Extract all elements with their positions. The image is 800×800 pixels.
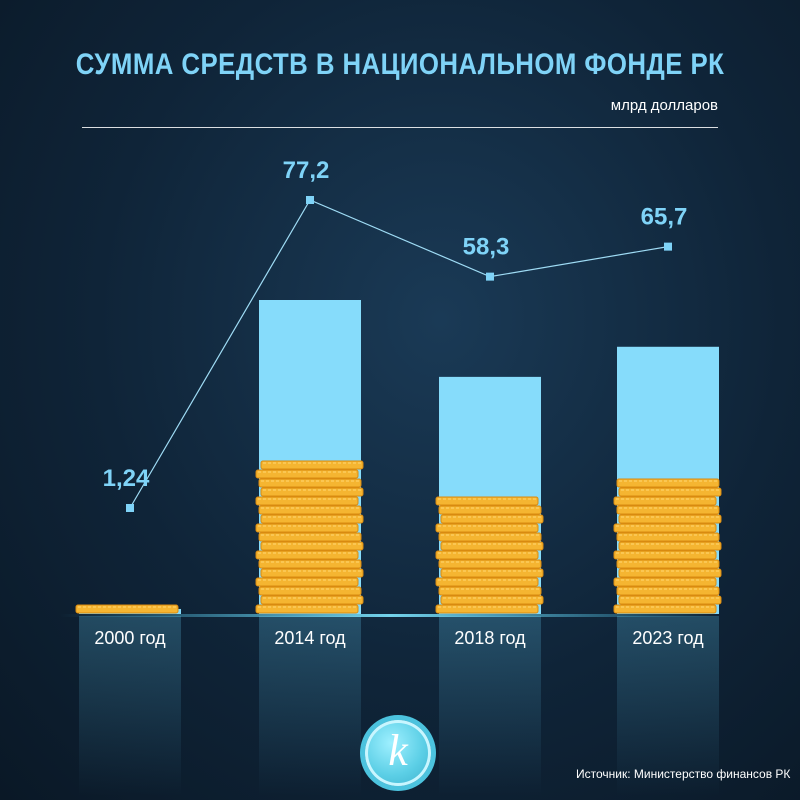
value-label: 58,3 [463, 234, 510, 261]
bar-reflection [79, 616, 181, 796]
coin [618, 541, 722, 551]
coin [613, 523, 717, 533]
coin [438, 586, 542, 596]
coin [258, 559, 362, 569]
coin [258, 586, 362, 596]
coin [255, 604, 359, 614]
coin [260, 595, 364, 605]
coin [255, 469, 359, 479]
coin [618, 487, 722, 497]
coin [616, 505, 720, 515]
coin [438, 505, 542, 515]
coin [613, 496, 717, 506]
unit-divider [82, 127, 718, 128]
value-line [126, 196, 672, 512]
coin-stacks [75, 460, 722, 614]
category-label: 2014 год [274, 628, 346, 648]
bar-reflections [79, 616, 719, 796]
category-label: 2018 год [454, 628, 526, 648]
source-note: Источник: Министерство финансов РК [576, 767, 791, 781]
coin [260, 568, 364, 578]
bar-reflection [259, 616, 361, 796]
coin [255, 577, 359, 587]
coin [435, 577, 539, 587]
unit-label: млрд долларов [610, 97, 718, 114]
coin [616, 532, 720, 542]
bar-reflection [439, 616, 541, 796]
coin [613, 577, 717, 587]
coin [258, 478, 362, 488]
value-labels: 1,24 77,2 58,3 65,7 [103, 157, 688, 492]
coin [260, 460, 364, 470]
chart-title: СУММА СРЕДСТВ В НАЦИОНАЛЬНОМ ФОНДЕ РК [75, 48, 725, 81]
coin [618, 514, 722, 524]
coin [613, 550, 717, 560]
coin [75, 604, 179, 614]
line-point [486, 272, 494, 281]
coin [258, 532, 362, 542]
coin [255, 496, 359, 506]
brand-logo: k [365, 720, 431, 786]
coin [255, 550, 359, 560]
coin [440, 595, 544, 605]
coin [438, 559, 542, 569]
value-label: 65,7 [641, 204, 688, 231]
category-label: 2023 год [632, 628, 704, 648]
coin [260, 541, 364, 551]
baseline-glow [60, 614, 720, 617]
coin [440, 541, 544, 551]
coin [613, 604, 717, 614]
coin [435, 496, 539, 506]
coin [255, 523, 359, 533]
coin [618, 568, 722, 578]
coin [260, 514, 364, 524]
coin [435, 523, 539, 533]
category-label: 2000 год [94, 628, 166, 648]
value-label: 77,2 [283, 157, 330, 184]
coin [260, 487, 364, 497]
coin [616, 559, 720, 569]
coin [438, 532, 542, 542]
coin [618, 595, 722, 605]
coin [440, 568, 544, 578]
line-point [306, 196, 314, 204]
line-point [126, 504, 134, 512]
value-line-path [129, 199, 669, 509]
coin [258, 505, 362, 515]
coin [616, 478, 720, 488]
value-label: 1,24 [103, 465, 150, 492]
logo-letter: k [388, 725, 408, 775]
coin [616, 586, 720, 596]
line-point [664, 242, 672, 251]
coin [435, 604, 539, 614]
coin [435, 550, 539, 560]
category-labels: 2000 год 2014 год 2018 год 2023 год [94, 628, 704, 648]
bar-reflection [617, 616, 719, 796]
coin [440, 514, 544, 524]
